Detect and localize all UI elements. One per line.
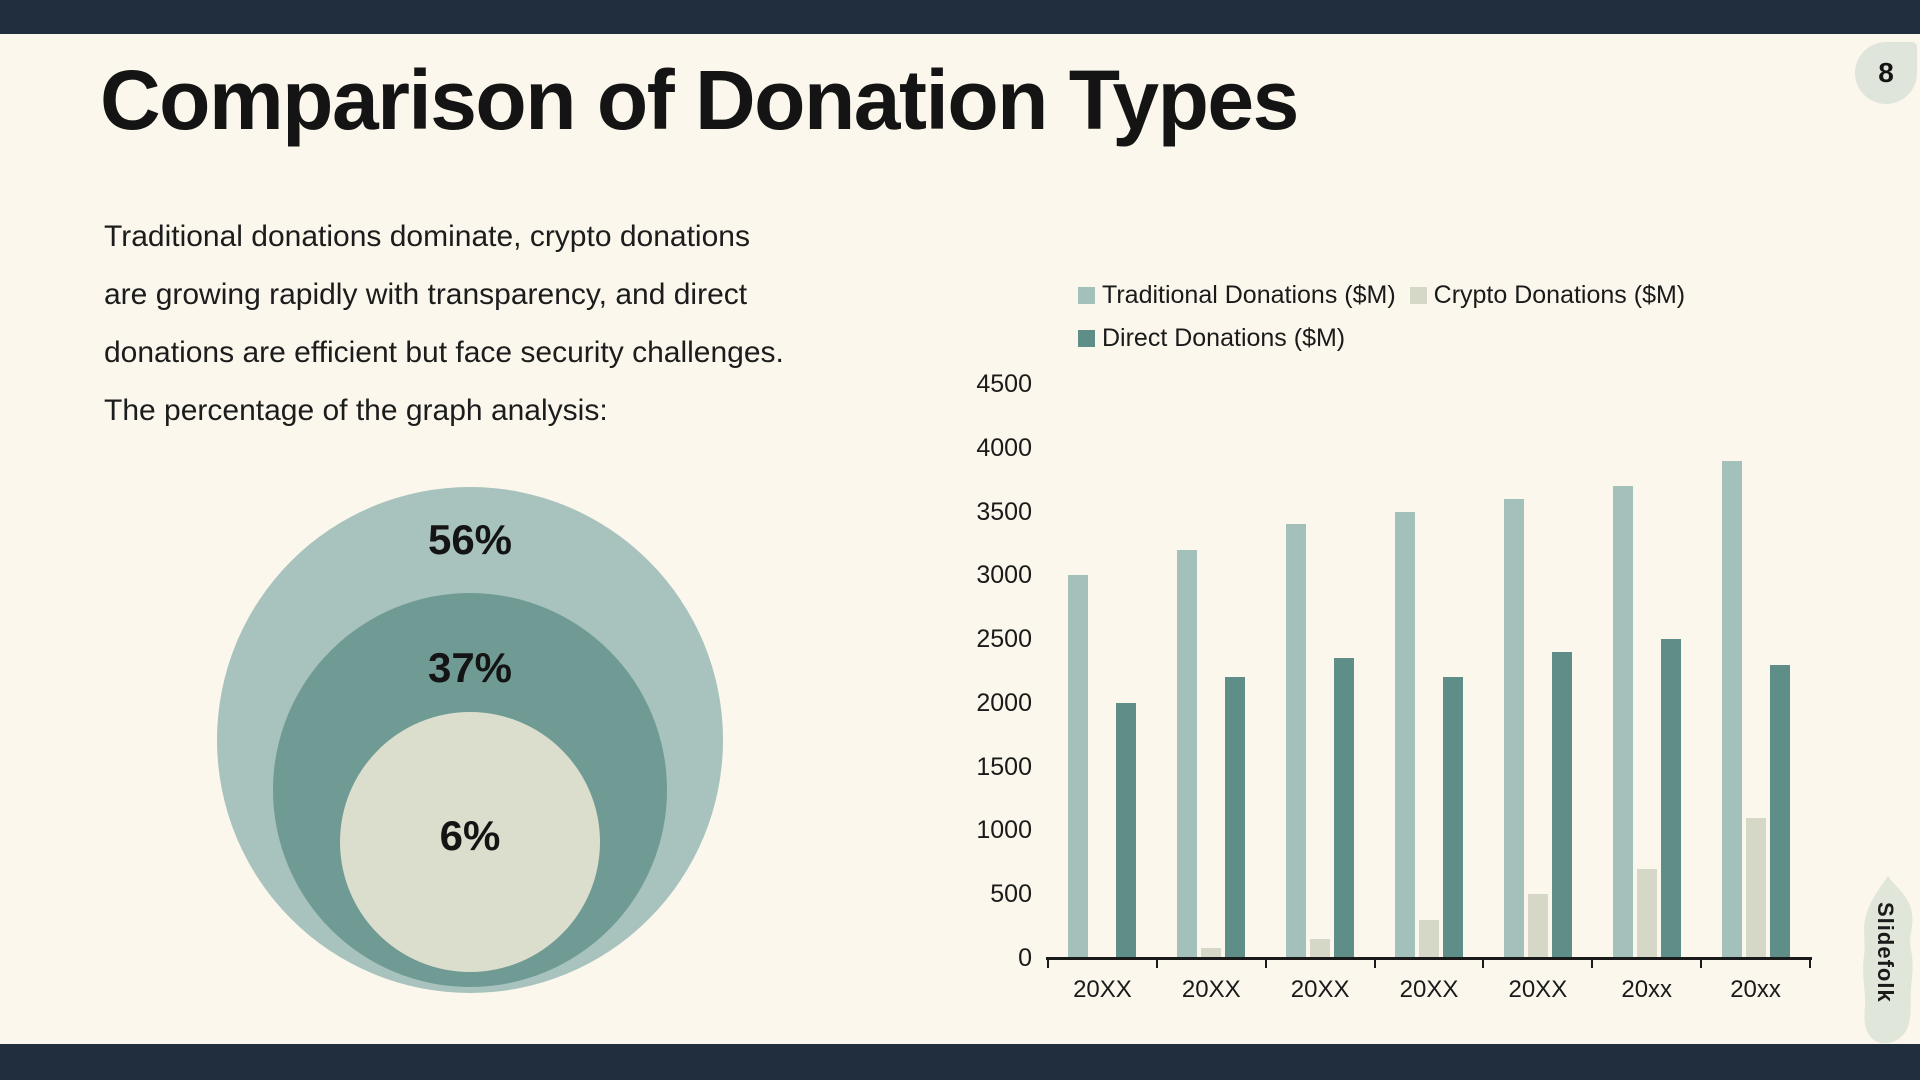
x-axis-tick bbox=[1809, 958, 1811, 968]
bar-direct bbox=[1660, 639, 1681, 958]
page-number: 8 bbox=[1878, 57, 1894, 88]
bar-traditional bbox=[1286, 524, 1307, 958]
intro-line: Traditional donations dominate, crypto d… bbox=[104, 220, 750, 253]
legend-item: Crypto Donations ($M) bbox=[1409, 281, 1686, 310]
bar-crypto bbox=[1636, 868, 1657, 958]
x-axis-tick bbox=[1264, 958, 1267, 968]
bar-direct bbox=[1769, 664, 1790, 958]
y-axis-tick-label: 0 bbox=[1018, 944, 1032, 972]
bar-crypto bbox=[1310, 938, 1331, 958]
top-accent-bar bbox=[0, 0, 1920, 34]
bar-traditional bbox=[1503, 498, 1524, 958]
y-axis-tick-label: 1500 bbox=[976, 752, 1032, 781]
chart-legend-row: Direct Donations ($M) bbox=[1078, 324, 1359, 353]
x-axis-tick bbox=[1373, 958, 1376, 968]
bar-crypto bbox=[1527, 894, 1548, 958]
intro-text: Traditional donations dominate, crypto d… bbox=[104, 208, 784, 440]
legend-label: Direct Donations ($M) bbox=[1102, 324, 1346, 352]
y-axis-tick-label: 3000 bbox=[976, 561, 1032, 590]
proportion-label: 56% bbox=[427, 516, 513, 563]
bar-direct bbox=[1225, 677, 1246, 958]
bar-traditional bbox=[1395, 511, 1415, 958]
intro-line: are growing rapidly with transparency, a… bbox=[104, 278, 748, 311]
bar-traditional bbox=[1612, 486, 1633, 958]
proportion-label: 37% bbox=[427, 644, 513, 691]
proportion-circle bbox=[340, 712, 600, 972]
legend-label: Crypto Donations ($M) bbox=[1433, 281, 1686, 309]
bar-crypto bbox=[1745, 817, 1766, 958]
x-axis-category-label: 20xx bbox=[1621, 976, 1673, 1003]
chart-legend-row: Traditional Donations ($M) Crypto Donatio… bbox=[1078, 281, 1699, 310]
x-axis-line bbox=[1046, 957, 1812, 960]
bar-traditional bbox=[1177, 549, 1198, 958]
legend-item: Direct Donations ($M) bbox=[1078, 324, 1345, 353]
bar-direct bbox=[1551, 651, 1572, 958]
x-axis-tick bbox=[1155, 958, 1158, 968]
x-axis-category-label: 20XX bbox=[1073, 976, 1132, 1003]
bar-direct bbox=[1334, 658, 1355, 958]
y-axis-tick-label: 500 bbox=[990, 880, 1032, 909]
brand-leaf-shape bbox=[1863, 876, 1913, 1044]
y-axis-tick-label: 4000 bbox=[976, 433, 1032, 462]
x-axis-category-label: 20XX bbox=[1181, 976, 1241, 1003]
x-axis-category-label: 20XX bbox=[1399, 976, 1459, 1003]
proportion-label: 6% bbox=[439, 812, 501, 859]
legend-swatch bbox=[1078, 330, 1095, 347]
bottom-accent-bar bbox=[0, 1044, 1920, 1080]
y-axis-tick-label: 4500 bbox=[976, 370, 1032, 398]
intro-line: donations are efficient but face securit… bbox=[104, 336, 784, 369]
bar-direct bbox=[1116, 702, 1137, 958]
legend-swatch bbox=[1078, 287, 1095, 304]
y-axis-tick-label: 2000 bbox=[976, 688, 1032, 717]
y-axis-tick-label: 3500 bbox=[976, 497, 1032, 526]
intro-line: The percentage of the graph analysis: bbox=[104, 394, 608, 427]
x-axis-tick bbox=[1047, 958, 1049, 968]
x-axis-category-label: 20xx bbox=[1730, 976, 1781, 1003]
legend-swatch bbox=[1409, 287, 1427, 304]
page-number-badge: 8 bbox=[1855, 42, 1917, 104]
x-axis-category-label: 20XX bbox=[1290, 976, 1350, 1003]
bar-crypto bbox=[1201, 948, 1222, 958]
bar-traditional bbox=[1721, 460, 1742, 958]
x-axis-tick bbox=[1700, 958, 1703, 968]
x-axis-tick bbox=[1591, 958, 1594, 968]
bar-traditional bbox=[1068, 575, 1089, 958]
x-axis-category-label: 20XX bbox=[1508, 976, 1568, 1003]
slide-title: Comparison of Donation Types bbox=[100, 53, 1299, 147]
y-axis-tick-label: 1000 bbox=[976, 816, 1032, 845]
legend-item: Traditional Donations ($M) bbox=[1078, 281, 1396, 310]
bar-crypto bbox=[1419, 919, 1439, 958]
y-axis-tick-label: 2500 bbox=[976, 625, 1032, 654]
x-axis-tick bbox=[1482, 958, 1485, 968]
bar-direct bbox=[1443, 677, 1463, 958]
brand-name: Slidefolk bbox=[1873, 902, 1898, 1003]
legend-label: Traditional Donations ($M) bbox=[1102, 281, 1396, 309]
